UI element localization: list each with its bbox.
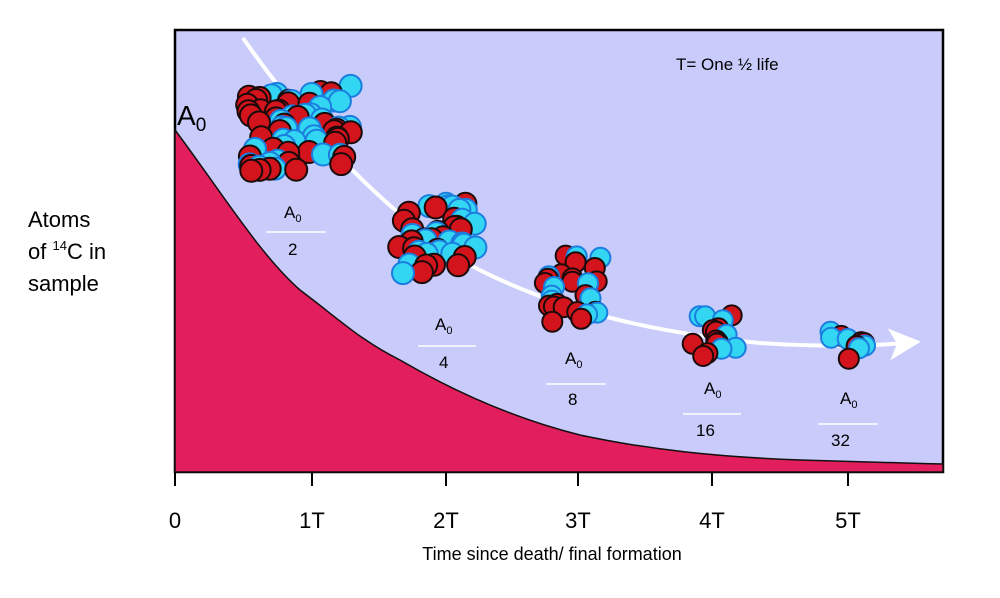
proton [570, 307, 593, 330]
proton [837, 347, 860, 370]
nucleus-cluster [533, 244, 612, 333]
fraction-numerator: A0 [840, 389, 857, 411]
nucleus-cluster [387, 191, 488, 286]
start-label-letter: A [177, 100, 196, 131]
fraction-a0-over-8: A0 8 [546, 349, 606, 409]
proton [692, 345, 715, 367]
start-label-subscript: 0 [196, 115, 207, 136]
fraction-a0-over-4: A0 4 [418, 315, 476, 372]
x-tick-label: 1T [299, 508, 325, 533]
x-tick-label: 5T [835, 508, 861, 533]
y-axis-label-line2: of 14C in [28, 238, 107, 264]
x-tick-label: 4T [699, 508, 725, 533]
x-axis-title: Time since death/ final formation [422, 544, 681, 564]
x-tick-label: 0 [169, 508, 181, 533]
half-life-note: T= One ½ life [676, 55, 779, 74]
nucleus-cluster [235, 73, 363, 183]
fraction-denominator: 16 [696, 421, 715, 440]
y-axis-label: Atoms of 14C in sample [28, 204, 148, 300]
x-tick-label: 2T [433, 508, 459, 533]
proton [329, 152, 354, 177]
x-axis-ticks: 0 1T 2T 3T 4T 5T [169, 472, 861, 533]
x-tick-label: 3T [565, 508, 591, 533]
proton [239, 158, 264, 183]
nucleus-clusters [235, 73, 876, 370]
proton [423, 195, 448, 220]
fraction-numerator: A0 [704, 379, 721, 401]
fraction-denominator: 2 [288, 240, 297, 259]
fraction-denominator: 32 [831, 431, 850, 450]
neutron [391, 261, 415, 286]
nucleus-cluster [681, 304, 747, 367]
fraction-a0-over-2: A0 2 [266, 203, 326, 259]
decay-curve-area [174, 127, 944, 473]
proton [541, 310, 564, 333]
fraction-numerator: A0 [565, 349, 582, 371]
y-axis-label-line3: sample [28, 271, 99, 296]
fraction-numerator: A0 [435, 315, 452, 337]
fraction-denominator: 8 [568, 390, 577, 409]
fraction-denominator: 4 [439, 353, 448, 372]
fraction-a0-over-32: A0 32 [818, 389, 878, 450]
y-axis-label-line1: Atoms [28, 207, 91, 232]
fraction-numerator: A0 [284, 203, 301, 225]
neutron [327, 89, 352, 114]
fraction-a0-over-16: A0 16 [683, 379, 741, 440]
isotope-mass-number: 14 [52, 238, 67, 253]
proton [446, 253, 471, 278]
proton [284, 157, 309, 182]
start-label: A0 [177, 100, 206, 136]
nucleus-cluster [819, 320, 876, 370]
fraction-labels: A0 2 A0 4 A0 8 A0 16 A0 32 [266, 203, 878, 450]
